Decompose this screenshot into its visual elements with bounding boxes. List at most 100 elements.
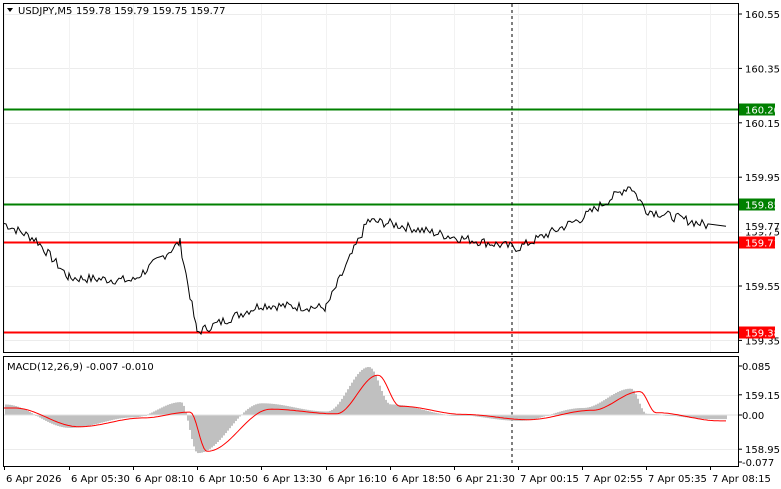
dropdown-triangle-icon[interactable] [7, 8, 13, 12]
macd-bar [225, 415, 227, 434]
time-axis-label: 6 Apr 13:30 [263, 474, 322, 485]
macd-bar [237, 415, 239, 419]
macd-bar [169, 404, 171, 415]
macd-bar [423, 409, 425, 415]
macd-bar [427, 411, 429, 415]
macd-bar [647, 413, 649, 415]
macd-bar [197, 415, 199, 454]
macd-axis: 0.085 0.00 -0.077 [738, 362, 774, 469]
level-159-71-tag-label: 159.71 [745, 239, 780, 250]
macd-bar [345, 392, 347, 415]
macd-bar [349, 385, 351, 415]
macd-bar [27, 410, 29, 415]
level-159-85-tag [739, 198, 775, 211]
price-axis-label: 160.55 [745, 10, 780, 21]
macd-bar [381, 390, 383, 415]
macd-bar [691, 415, 693, 419]
current-price-label: 159.77 [745, 222, 780, 233]
macd-bar [337, 404, 339, 415]
time-axis-label: 6 Apr 10:50 [199, 474, 258, 485]
macd-bar [13, 405, 15, 415]
macd-bar [183, 405, 185, 415]
macd-bar [391, 404, 393, 415]
macd-bar [259, 403, 261, 415]
macd-bar [711, 415, 713, 420]
macd-bar [537, 415, 539, 419]
macd-bar [43, 415, 45, 420]
macd-bar [525, 415, 527, 421]
macd-bar [85, 415, 87, 427]
macd-bar [475, 415, 477, 417]
macd-bar [441, 413, 443, 415]
macd-bar [535, 415, 537, 419]
macd-bar [339, 401, 341, 415]
macd-bar [115, 415, 117, 420]
macd-bar [407, 406, 409, 415]
time-axis-label: 7 Apr 02:55 [584, 474, 643, 485]
macd-bar [405, 405, 407, 415]
macd-bar [689, 415, 691, 418]
macd-bar [221, 415, 223, 438]
macd-bar [89, 415, 91, 426]
macd-bar [213, 415, 215, 446]
macd-bar [69, 415, 71, 428]
macd-bar [365, 367, 367, 415]
macd-bar [693, 415, 695, 419]
macd-bar [629, 388, 631, 415]
macd-bar [531, 415, 533, 420]
macd-bar [639, 403, 641, 415]
macd-bar [53, 415, 55, 425]
macd-bar [557, 412, 559, 415]
macd-bar [705, 415, 707, 420]
macd-bar [411, 407, 413, 415]
macd-bar [533, 415, 535, 420]
macd-bar [261, 403, 263, 415]
macd-bar [233, 415, 235, 424]
time-axis-label: 6 Apr 05:30 [71, 474, 130, 485]
macd-bar [203, 415, 205, 453]
macd-bar [565, 410, 567, 415]
macd-bar [541, 415, 543, 418]
macd-bar [625, 389, 627, 415]
macd-bar [613, 394, 615, 415]
level-159-71-tag [739, 236, 775, 249]
macd-bar [527, 415, 529, 421]
macd-bar [165, 405, 167, 415]
level-160-20-tag-label: 160.20 [745, 106, 780, 117]
macd-bar [609, 396, 611, 415]
macd-bar [199, 415, 201, 453]
macd-bar [55, 415, 57, 426]
macd-bar [15, 406, 17, 415]
macd-bar [21, 408, 23, 415]
macd-bar [709, 415, 711, 420]
level-lines[interactable] [4, 108, 738, 334]
macd-bar [11, 405, 13, 415]
macd-bar [31, 413, 33, 415]
macd-bar [503, 415, 505, 421]
macd-bar [167, 404, 169, 415]
macd-bar [161, 407, 163, 415]
macd-bar [227, 415, 229, 431]
macd-bar [171, 403, 173, 415]
macd-bar [329, 410, 331, 415]
macd-bar [587, 407, 589, 415]
grid-layer [4, 4, 738, 450]
macd-bar [419, 408, 421, 415]
macd-bar [283, 405, 285, 415]
macd-bar [205, 415, 207, 452]
macd-bar [433, 412, 435, 415]
macd-bar [581, 407, 583, 415]
macd-bar [481, 415, 483, 418]
macd-bar [97, 415, 99, 424]
macd-bar [83, 415, 85, 427]
macd-bar [285, 405, 287, 415]
macd-bar [119, 415, 121, 419]
macd-bar [151, 412, 153, 415]
macd-bar [649, 413, 651, 415]
macd-bar [207, 415, 209, 451]
price-line [3, 186, 727, 336]
macd-bar [243, 412, 245, 415]
macd-bar [77, 415, 79, 428]
